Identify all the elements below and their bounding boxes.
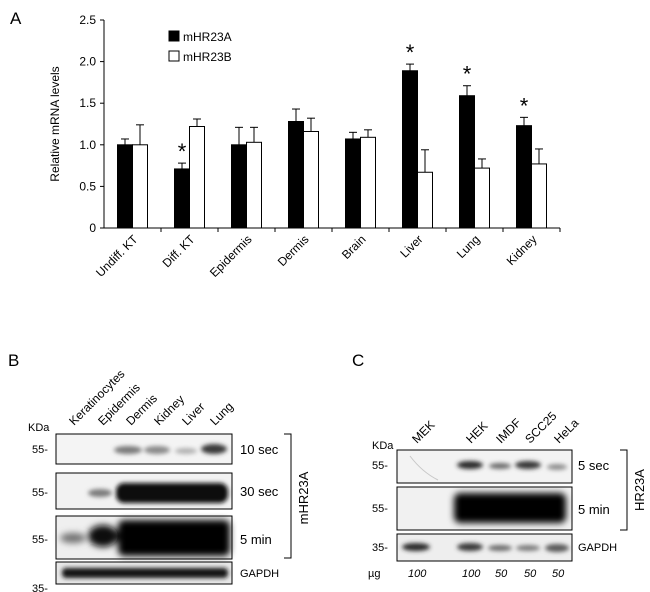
marker-55-b2: 55-: [32, 487, 48, 499]
loading-amount: 50: [552, 568, 565, 580]
bar-mHR23A-0: [117, 144, 133, 229]
marker-55-b1: 55-: [32, 444, 48, 456]
loading-amount: 100: [408, 568, 427, 580]
kda-label-c: KDa: [372, 440, 394, 452]
lane-label-b: Kidney: [151, 392, 187, 428]
exposure-10sec: 10 sec: [240, 442, 279, 457]
y-tick-label: 2.5: [79, 13, 96, 27]
lane-label-c: MEK: [409, 418, 437, 446]
bar-mHR23B-3: [303, 130, 319, 229]
bar-mHR23B-7: [531, 163, 547, 229]
ug-label: µg: [368, 568, 380, 580]
blot-strip-5sec: [396, 449, 573, 484]
bar-mHR23A-7: [516, 125, 532, 229]
significance-star: *: [406, 40, 415, 65]
y-tick-label: 1.5: [79, 96, 96, 110]
bar-mHR23B-2: [246, 141, 262, 229]
bar-mHR23A-1: [174, 168, 190, 229]
bar-mHR23A-6: [459, 95, 475, 229]
x-tick-label: Dermis: [275, 232, 312, 269]
panel-b-letter: B: [8, 351, 20, 370]
bar-mHR23A-5: [402, 70, 418, 229]
loading-amount: 100: [462, 568, 481, 580]
loading-label-c: GAPDH: [578, 542, 617, 554]
exposure-30sec: 30 sec: [240, 484, 279, 499]
loading-amount: 50: [495, 568, 508, 580]
marker-55-b3: 55-: [32, 534, 48, 546]
y-tick-label: 0: [89, 221, 96, 235]
x-tick-label: Undiff. KT: [93, 232, 141, 280]
y-tick-label: 1.0: [79, 138, 96, 152]
exposure-5min-b: 5 min: [240, 532, 272, 547]
x-tick-label: Liver: [397, 232, 425, 260]
loading-amount: 50: [524, 568, 537, 580]
lane-label-b: Lung: [207, 399, 236, 428]
panel-a-letter: A: [10, 9, 22, 28]
bracket-b: [284, 433, 292, 559]
significance-star: *: [463, 62, 472, 87]
marker-55-c2: 55-: [372, 503, 388, 515]
legend-label: mHR23A: [183, 30, 232, 44]
legend-swatch-mHR23B: [168, 50, 180, 62]
x-tick-label: Epidermis: [207, 232, 255, 280]
legend-swatch-mHR23A: [168, 30, 180, 42]
bar-chart: 0 0.5 1.0 1.5 2.0 2.5 Relative mRNA levels Undi…: [48, 13, 561, 280]
significance-star: *: [178, 139, 187, 164]
marker-35-b: 35-: [32, 583, 48, 592]
bracket-c: [620, 449, 628, 531]
bar-mHR23A-2: [231, 144, 247, 229]
x-tick-label: Kidney: [504, 232, 540, 268]
lane-label-c: SCC25: [522, 409, 559, 446]
bar-mHR23A-3: [288, 121, 304, 229]
bar-mHR23B-0: [132, 144, 148, 229]
lane-label-c: IMDF: [493, 415, 524, 446]
kda-label-b: KDa: [28, 422, 50, 434]
antibody-label-c: HR23A: [632, 469, 647, 511]
marker-35-c: 35-: [372, 542, 388, 554]
bar-mHR23B-4: [360, 136, 376, 229]
legend-label: mHR23B: [183, 50, 232, 64]
y-axis-label: Relative mRNA levels: [48, 66, 62, 181]
significance-star: *: [520, 93, 529, 118]
bar-mHR23B-1: [189, 125, 205, 229]
x-tick-label: Brain: [339, 232, 369, 262]
x-tick-label: Lung: [454, 232, 483, 261]
exposure-5min-c: 5 min: [578, 502, 610, 517]
antibody-label-b: mHR23A: [296, 471, 311, 524]
lane-label-c: HEK: [463, 419, 490, 446]
bar-mHR23B-5: [417, 171, 433, 229]
bar-mHR23A-4: [345, 138, 361, 229]
panel-c-letter: C: [352, 351, 365, 370]
loading-label-b: GAPDH: [240, 568, 279, 580]
x-tick-label: Diff. KT: [160, 232, 199, 271]
y-tick-label: 2.0: [79, 55, 96, 69]
bar-mHR23B-6: [474, 167, 490, 229]
y-tick-label: 0.5: [79, 179, 96, 193]
marker-55-c1: 55-: [372, 460, 388, 472]
exposure-5sec: 5 sec: [578, 458, 610, 473]
